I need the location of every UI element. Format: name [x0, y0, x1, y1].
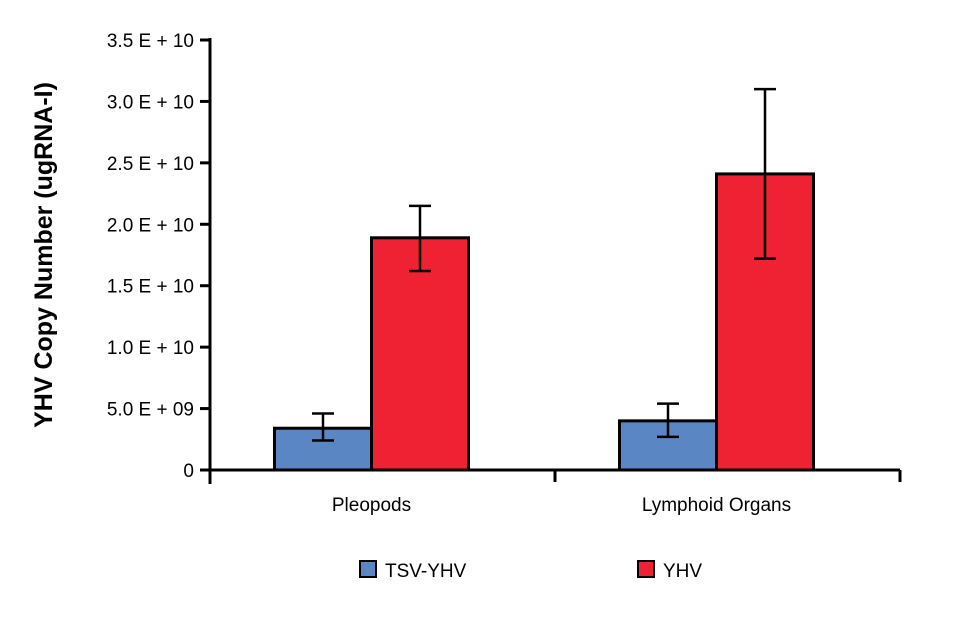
- y-tick-label: 0: [183, 461, 194, 482]
- y-tick-label: 3.5 E + 10: [107, 31, 194, 52]
- legend-label: TSV-YHV: [385, 561, 467, 582]
- x-tick-label: Lymphoid Organs: [642, 495, 791, 516]
- y-tick-label: 5.0 E + 09: [107, 400, 194, 421]
- bar-yhv: [370, 236, 470, 472]
- y-tick-label: 1.5 E + 10: [107, 277, 194, 298]
- x-tick-label: Pleopods: [332, 495, 411, 516]
- y-tick-label: 2.5 E + 10: [107, 154, 194, 175]
- y-tick-label: 3.0 E + 10: [107, 92, 194, 113]
- legend-label: YHV: [663, 561, 702, 582]
- y-tick-label: 1.0 E + 10: [107, 338, 194, 359]
- legend-swatch: [359, 560, 377, 578]
- legend-swatch: [637, 560, 655, 578]
- y-tick-label: 2.0 E + 10: [107, 215, 194, 236]
- y-axis-label: YHV Copy Number (ugRNA-I): [30, 82, 58, 428]
